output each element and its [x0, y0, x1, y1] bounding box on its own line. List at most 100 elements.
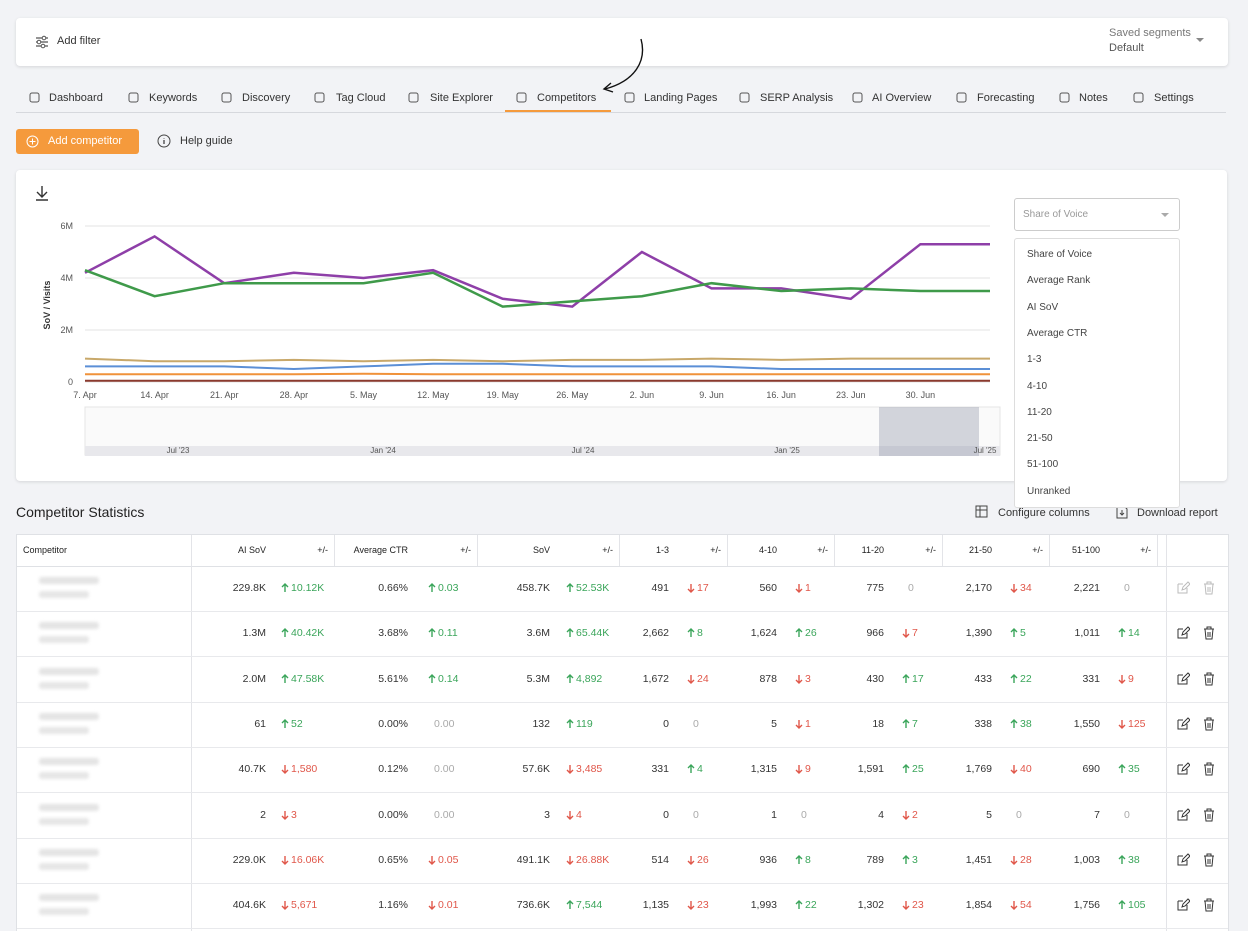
- tab[interactable]: Landing Pages: [644, 92, 718, 104]
- cell-value: 229.0K: [232, 853, 266, 866]
- tab[interactable]: Discovery: [242, 92, 291, 104]
- menu-option[interactable]: AI SoV: [1027, 301, 1059, 313]
- tab[interactable]: SERP Analysis: [760, 92, 834, 104]
- configure-columns[interactable]: Configure columns: [998, 507, 1090, 519]
- metric-dropdown: Share of Voice Average Rank AI SoV Average …: [1014, 238, 1180, 508]
- edit-icon[interactable]: [1176, 626, 1190, 640]
- tab[interactable]: Competitors: [537, 92, 597, 104]
- delete-icon[interactable]: [1202, 808, 1216, 822]
- cell-change: 0.01: [438, 899, 459, 912]
- filter-icon: [36, 35, 48, 49]
- cell-change: 0.05: [438, 853, 459, 866]
- navigator-label: Jul '23: [167, 446, 190, 455]
- tab-icon: [1059, 92, 1070, 103]
- cell-value: 1,302: [857, 899, 884, 912]
- help-guide[interactable]: Help guide: [180, 135, 233, 147]
- saved-segments-label: Saved segments: [1109, 27, 1191, 39]
- arrow-shape: [902, 810, 910, 820]
- menu-option[interactable]: 21-50: [1027, 433, 1053, 445]
- menu-option[interactable]: Average CTR: [1027, 327, 1088, 339]
- menu-option[interactable]: Average Rank: [1027, 275, 1091, 287]
- cell-value: 1,591: [857, 763, 884, 776]
- row-divider: [17, 701, 1228, 703]
- col-divider: [727, 535, 728, 566]
- edit-icon[interactable]: [1176, 581, 1190, 595]
- cell-change: 5,671: [291, 899, 318, 912]
- delete-icon[interactable]: [1202, 581, 1216, 595]
- cell-value: 0: [663, 808, 669, 821]
- delete-icon[interactable]: [1202, 717, 1216, 731]
- tab[interactable]: Site Explorer: [430, 92, 493, 104]
- icon-shape: [1177, 581, 1190, 594]
- delete-icon[interactable]: [1202, 672, 1216, 686]
- up-arrow: [795, 628, 803, 638]
- cell-value: 2,662: [642, 627, 669, 640]
- menu-option[interactable]: 51-100: [1027, 459, 1059, 471]
- cell-change: 119: [576, 717, 593, 730]
- download-report[interactable]: Download report: [1137, 507, 1218, 519]
- cell-value: 1,011: [1074, 627, 1101, 640]
- arrow-shape: [1010, 765, 1018, 775]
- delete-icon[interactable]: [1202, 626, 1216, 640]
- menu-option[interactable]: Share of Voice: [1027, 249, 1093, 260]
- down-arrow: [795, 674, 803, 684]
- tab[interactable]: Forecasting: [977, 92, 1035, 104]
- tab[interactable]: Keywords: [149, 92, 198, 104]
- delete-icon[interactable]: [1202, 762, 1216, 776]
- cell-change: 0.00: [434, 717, 455, 730]
- cell-change: 4: [576, 808, 582, 821]
- blurred-domain: [39, 681, 89, 689]
- delete-icon[interactable]: [1202, 898, 1216, 912]
- series-line: [84, 269, 990, 308]
- series-line: [85, 362, 990, 371]
- y-tick-label: 4M: [60, 273, 73, 283]
- arrow-shape: [687, 674, 695, 684]
- navigator-selection: [879, 407, 979, 456]
- tab[interactable]: Notes: [1079, 92, 1108, 104]
- add-competitor-button[interactable]: Add competitor: [16, 129, 139, 154]
- tab[interactable]: AI Overview: [872, 92, 932, 104]
- segment-value[interactable]: Default: [1109, 42, 1144, 54]
- up-arrow: [281, 673, 289, 683]
- cell-change: 22: [1020, 672, 1032, 685]
- cell-change: 17: [912, 672, 924, 685]
- cell-change: 40.42K: [291, 627, 325, 640]
- arrow-shape: [566, 673, 574, 683]
- arrow-shape: [795, 854, 803, 864]
- blurred-name: [39, 622, 99, 630]
- delete-icon[interactable]: [1202, 853, 1216, 867]
- cell-value: 966: [866, 627, 884, 640]
- cell-value: 132: [532, 717, 550, 730]
- active-tab-indicator: [505, 110, 611, 112]
- down-arrow: [281, 901, 289, 911]
- edit-icon[interactable]: [1176, 762, 1190, 776]
- cell-value: 7: [1094, 808, 1100, 821]
- edit-icon[interactable]: [1176, 898, 1190, 912]
- arrow-shape: [795, 719, 803, 729]
- edit-icon[interactable]: [1176, 671, 1190, 686]
- cell-change: 0: [1016, 808, 1022, 821]
- tab[interactable]: Settings: [1154, 92, 1194, 104]
- edit-icon[interactable]: [1176, 853, 1190, 867]
- tab[interactable]: Dashboard: [49, 92, 103, 104]
- navigator-label: Jan '25: [774, 446, 800, 455]
- add-filter[interactable]: Add filter: [57, 35, 101, 47]
- arrow-shape: [1010, 673, 1018, 683]
- menu-option[interactable]: 4-10: [1027, 380, 1048, 392]
- arrow-shape: [795, 674, 803, 684]
- cell-change: 1: [805, 582, 811, 594]
- down-arrow: [1118, 719, 1126, 729]
- tab[interactable]: Tag Cloud: [336, 92, 386, 104]
- menu-option[interactable]: 1-3: [1027, 354, 1042, 366]
- cell-value: 2,170: [965, 582, 992, 594]
- download-icon[interactable]: [36, 186, 48, 201]
- edit-icon[interactable]: [1176, 807, 1190, 822]
- cell-change: 0: [693, 808, 699, 821]
- menu-option[interactable]: 11-20: [1027, 406, 1052, 418]
- icon-shape: [1177, 671, 1190, 685]
- column-header: 1-3: [655, 545, 669, 555]
- metric-select[interactable]: Share of Voice: [1014, 198, 1180, 231]
- column-header: Average CTR: [353, 545, 408, 555]
- edit-icon[interactable]: [1176, 717, 1190, 731]
- menu-option[interactable]: Unranked: [1027, 485, 1071, 497]
